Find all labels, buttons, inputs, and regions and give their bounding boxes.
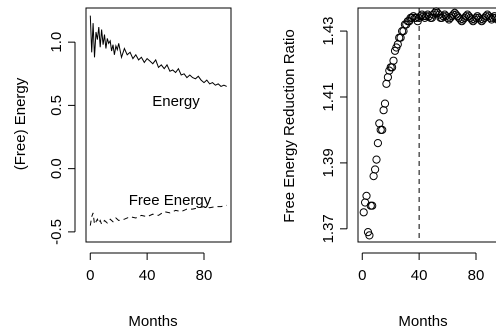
- ratio-point: [493, 15, 496, 24]
- ratio-point: [359, 208, 368, 217]
- energy-x-tick-label: 40: [139, 267, 156, 284]
- energy-annotation: Energy: [152, 93, 200, 110]
- free-energy-line: [89, 204, 227, 226]
- ratio-x-tick-label: 80: [468, 267, 485, 284]
- ratio-point: [389, 56, 398, 65]
- energy-x-axis-label: Months: [128, 313, 177, 330]
- ratio-panel: 0 40 80 1.37 1.39 1.41 1.43 Months Free Energy…: [281, 7, 496, 330]
- ratio-plot-box: [357, 7, 496, 243]
- ratio-point: [380, 99, 390, 108]
- energy-y-tick-label: 0.0: [48, 158, 65, 179]
- ratio-x-tick-label: 40: [411, 267, 428, 284]
- ratio-point: [369, 172, 378, 181]
- ratio-point: [379, 106, 388, 115]
- ratio-point: [494, 14, 496, 21]
- ratio-point: [490, 12, 496, 21]
- ratio-point: [378, 125, 387, 134]
- ratio-point: [368, 201, 377, 210]
- ratio-y-tick-label: 1.43: [320, 16, 337, 45]
- ratio-x-axis-label: Months: [398, 313, 447, 330]
- energy-x-tick-label: 80: [196, 267, 213, 284]
- energy-y-tick-label: 1.0: [48, 32, 65, 53]
- ratio-point: [372, 155, 381, 164]
- ratio-y-axis-label: Free Energy Reduction Ratio: [281, 29, 298, 222]
- ratio-point: [488, 13, 496, 22]
- ratio-point: [365, 231, 374, 240]
- ratio-point: [430, 8, 439, 17]
- ratio-x-tick-label: 0: [358, 267, 366, 284]
- energy-line: [89, 15, 227, 87]
- ratio-point: [371, 165, 380, 174]
- ratio-axes: 0 40 80 1.37 1.39 1.41 1.43: [320, 16, 484, 284]
- ratio-y-tick-label: 1.41: [320, 82, 337, 111]
- free-energy-annotation: Free Energy: [129, 192, 212, 209]
- energy-axes: 0 40 80 -0.5 0.0 0.5 1.0: [48, 32, 212, 284]
- energy-y-axis-label: (Free) Energy: [12, 77, 29, 170]
- ratio-point: [362, 191, 371, 200]
- energy-y-tick-label: -0.5: [48, 219, 65, 245]
- ratio-point: [383, 73, 392, 82]
- energy-series-group: [89, 15, 227, 226]
- ratio-series-group: [359, 7, 496, 242]
- energy-plot-box: [85, 7, 232, 243]
- energy-panel: 0 40 80 -0.5 0.0 0.5 1.0 Energy Free Energy Mo…: [12, 7, 232, 330]
- ratio-point: [382, 79, 391, 88]
- ratio-y-tick-label: 1.37: [320, 214, 337, 243]
- energy-y-tick-label: 0.5: [48, 95, 65, 116]
- energy-x-tick-label: 0: [86, 267, 94, 284]
- ratio-y-tick-label: 1.39: [320, 148, 337, 177]
- ratio-point: [373, 139, 382, 148]
